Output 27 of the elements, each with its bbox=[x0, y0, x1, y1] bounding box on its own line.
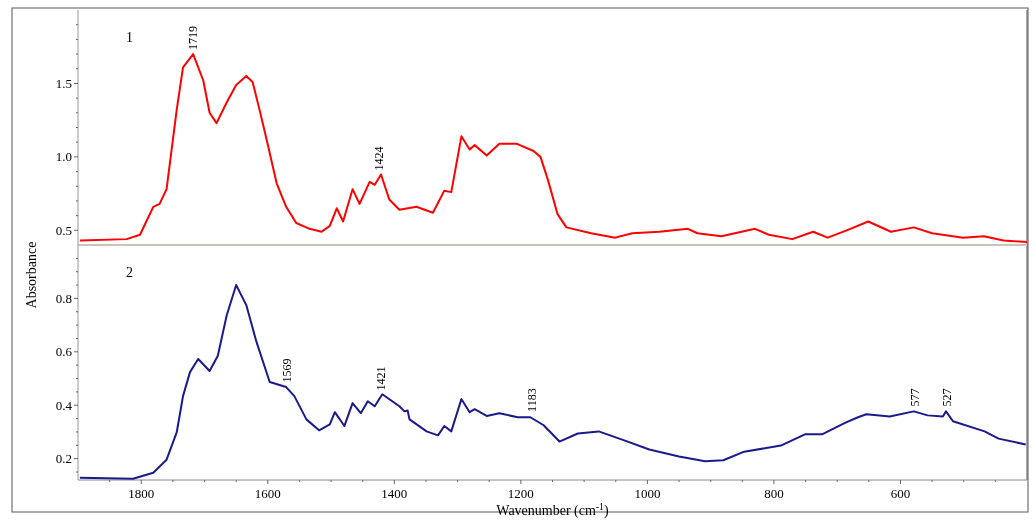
annotation: 1569 bbox=[280, 358, 295, 383]
y-tick-label: 0.4 bbox=[55, 397, 73, 413]
x-tick-label: 1600 bbox=[254, 486, 281, 501]
x-tick-label: 600 bbox=[890, 486, 911, 501]
x-axis-title: Wavenumber (cm$^{-1}$) bbox=[496, 500, 610, 519]
annotation: 1 bbox=[126, 30, 133, 45]
line-series bbox=[78, 284, 1027, 480]
annotation: 1183 bbox=[524, 388, 539, 412]
annotation: 2 bbox=[126, 265, 133, 280]
x-tick-label: 1200 bbox=[507, 486, 534, 501]
x-tick-label: 1400 bbox=[381, 486, 408, 501]
y-tick-label: 0.2 bbox=[55, 451, 72, 467]
x-tick-label: 800 bbox=[764, 486, 784, 501]
annotation: 577 bbox=[908, 388, 923, 407]
y-tick-label: 1.0 bbox=[55, 149, 72, 165]
annotation: 1719 bbox=[185, 26, 200, 51]
line-series bbox=[78, 53, 1028, 244]
y-tick-label: 0.5 bbox=[55, 222, 72, 238]
y-axis-title: Absorbance bbox=[24, 241, 39, 309]
y-tick-label: 1.5 bbox=[55, 75, 72, 91]
y-tick-label: 0.8 bbox=[55, 290, 72, 306]
annotation: 527 bbox=[939, 388, 954, 407]
annotation: 1421 bbox=[374, 366, 389, 391]
y-tick-label: 0.6 bbox=[55, 344, 73, 360]
annotation: 1424 bbox=[372, 146, 387, 171]
x-tick-label: 1000 bbox=[634, 486, 661, 501]
x-tick-label: 1800 bbox=[128, 486, 155, 501]
